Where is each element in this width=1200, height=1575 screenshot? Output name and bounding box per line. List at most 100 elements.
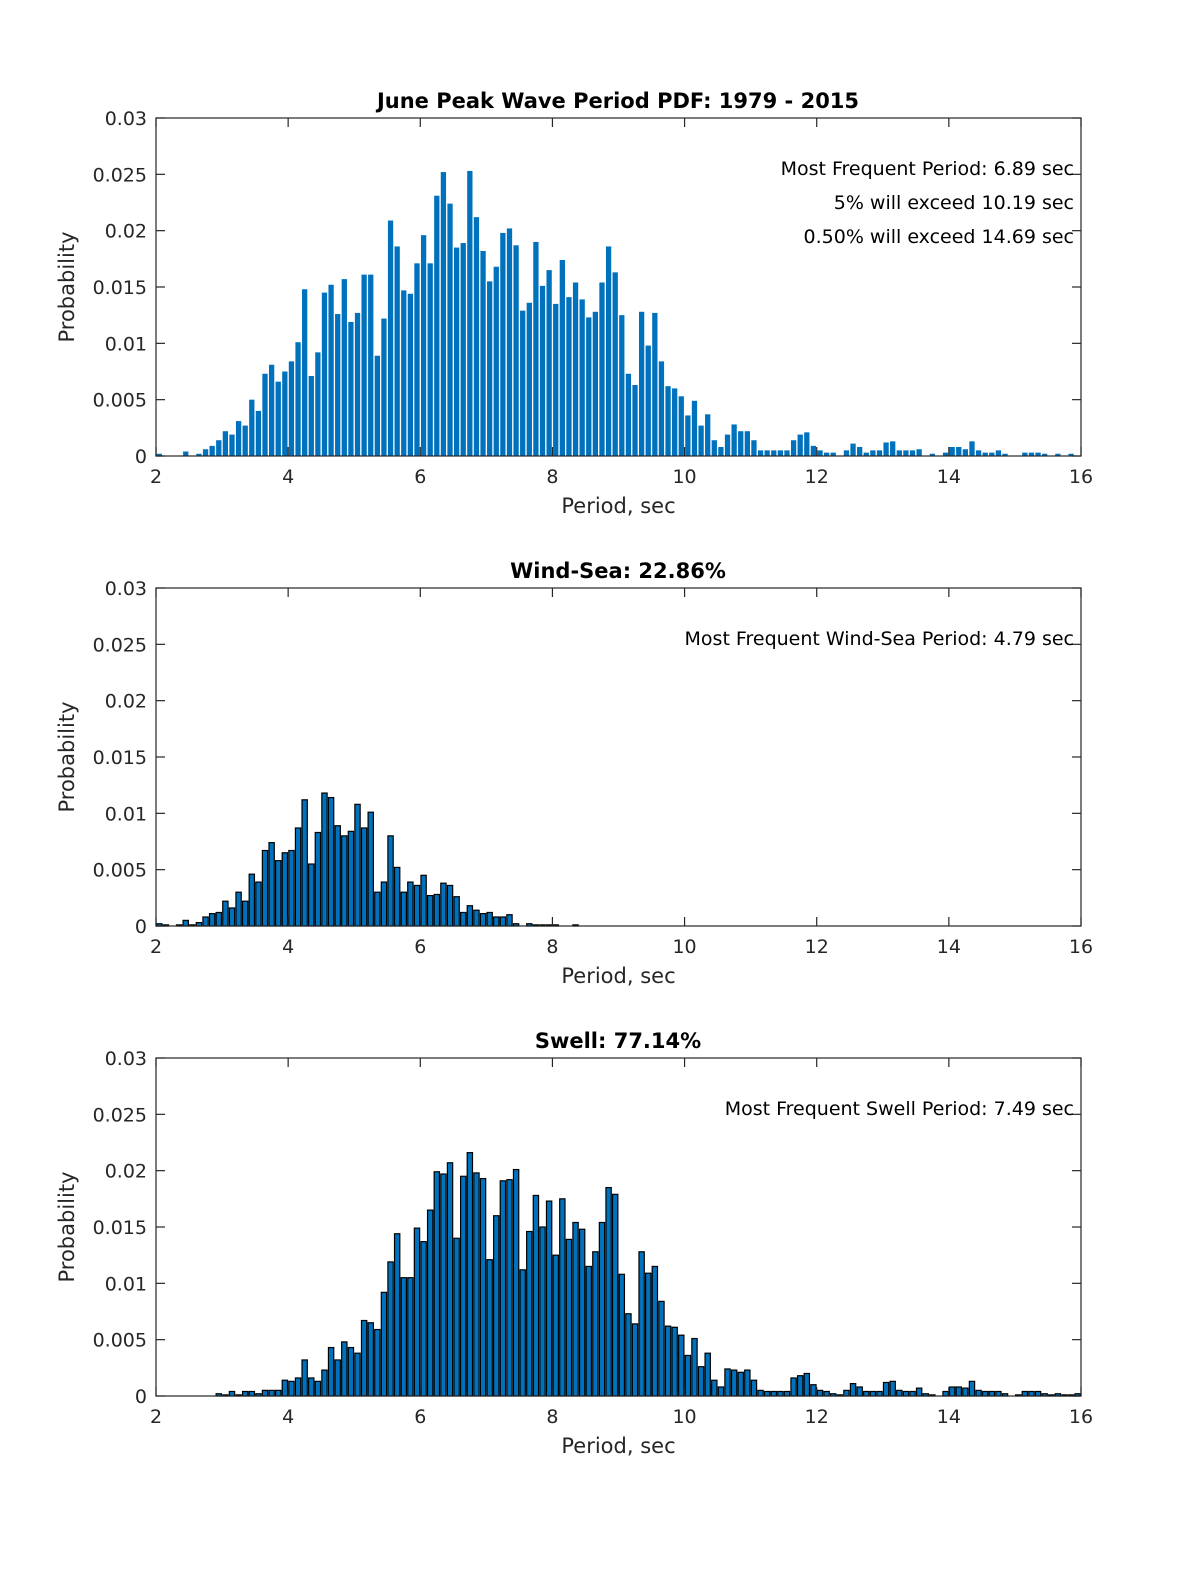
- bar: [889, 1380, 896, 1397]
- bar: [757, 1389, 764, 1397]
- bar: [751, 440, 757, 456]
- bar: [777, 450, 784, 456]
- bar: [1042, 453, 1048, 456]
- bar: [446, 884, 454, 927]
- bar: [532, 1194, 540, 1397]
- bar: [625, 1313, 632, 1397]
- chart-title: Wind-Sea: 22.86%: [510, 559, 726, 583]
- bar: [202, 449, 209, 456]
- bar: [360, 1319, 368, 1397]
- bar: [487, 281, 493, 456]
- bar: [599, 282, 605, 456]
- bar: [446, 1162, 454, 1397]
- x-tick-label: 14: [937, 466, 961, 488]
- bar: [228, 1390, 236, 1397]
- y-axis-label: Probability: [55, 231, 79, 342]
- x-tick-label: 6: [414, 1406, 426, 1428]
- bar: [982, 452, 988, 456]
- axis-ticks: [155, 587, 1082, 927]
- bar: [380, 881, 388, 927]
- bar: [281, 1379, 289, 1397]
- bar: [420, 235, 427, 456]
- bar: [903, 450, 909, 456]
- bar: [790, 440, 797, 456]
- bar: [559, 259, 565, 456]
- bar: [598, 1221, 606, 1397]
- bar: [883, 442, 889, 456]
- bar: [321, 792, 328, 927]
- bar-series: [156, 792, 579, 927]
- y-tick-label: 0.025: [93, 164, 147, 186]
- bar: [566, 297, 572, 456]
- x-tick-label: 2: [150, 936, 162, 958]
- bar: [268, 364, 275, 456]
- bar: [902, 1390, 910, 1397]
- bar: [334, 1359, 341, 1397]
- x-tick-label: 4: [282, 936, 294, 958]
- bar: [797, 434, 803, 456]
- axis-ticks: [155, 1057, 1082, 1397]
- bar: [413, 884, 421, 927]
- y-tick-label: 0: [135, 1386, 147, 1408]
- bar: [341, 835, 348, 927]
- bar: [407, 881, 414, 927]
- bar: [771, 450, 777, 456]
- bar: [196, 453, 202, 456]
- bar: [843, 1389, 850, 1397]
- bar: [863, 1390, 870, 1397]
- bar: [183, 451, 189, 456]
- bar: [644, 1272, 652, 1397]
- bar: [453, 896, 460, 927]
- bar: [1028, 452, 1035, 456]
- bar: [393, 866, 401, 927]
- bar: [968, 1380, 976, 1397]
- bar: [909, 450, 916, 456]
- y-tick-label: 0.02: [105, 221, 147, 243]
- bar: [420, 1241, 427, 1397]
- bar-series: [156, 170, 1074, 457]
- bar: [235, 891, 242, 927]
- y-tick-label: 0.005: [93, 860, 147, 882]
- bar: [691, 400, 698, 456]
- bar: [988, 1390, 996, 1397]
- bar: [652, 312, 658, 456]
- bar: [513, 245, 519, 456]
- bar: [678, 1334, 685, 1397]
- bar: [275, 381, 281, 456]
- bar: [632, 385, 638, 456]
- x-tick-label: 12: [805, 936, 829, 958]
- bar: [394, 246, 400, 456]
- bar: [480, 250, 486, 456]
- bar: [347, 1346, 355, 1397]
- bar: [784, 450, 790, 456]
- bar: [592, 1251, 599, 1397]
- bar: [479, 913, 487, 927]
- bar: [400, 1277, 408, 1397]
- bar: [942, 1390, 949, 1397]
- x-tick-label: 14: [937, 936, 961, 958]
- bar: [612, 272, 618, 456]
- bar: [249, 399, 255, 456]
- annotation: Most Frequent Period: 6.89 sec: [781, 158, 1074, 180]
- bar: [274, 860, 282, 927]
- bar: [506, 1179, 513, 1397]
- bar: [843, 450, 850, 456]
- bar: [545, 1200, 553, 1397]
- bar: [354, 312, 361, 456]
- axis-ticks: [155, 117, 1082, 457]
- bar: [473, 217, 480, 456]
- bar: [447, 203, 453, 456]
- bar: [400, 891, 408, 927]
- y-tick-label: 0.015: [93, 277, 147, 299]
- y-tick-label: 0.03: [105, 1048, 147, 1070]
- bar: [672, 388, 678, 456]
- bar: [579, 299, 585, 456]
- chart-title: June Peak Wave Period PDF: 1979 - 2015: [375, 89, 859, 113]
- y-tick-label: 0.01: [105, 803, 147, 825]
- bar: [506, 228, 513, 456]
- bar: [321, 292, 328, 456]
- bar: [975, 1389, 982, 1397]
- bar: [433, 893, 441, 927]
- bar: [335, 314, 341, 456]
- bar: [1028, 1390, 1035, 1397]
